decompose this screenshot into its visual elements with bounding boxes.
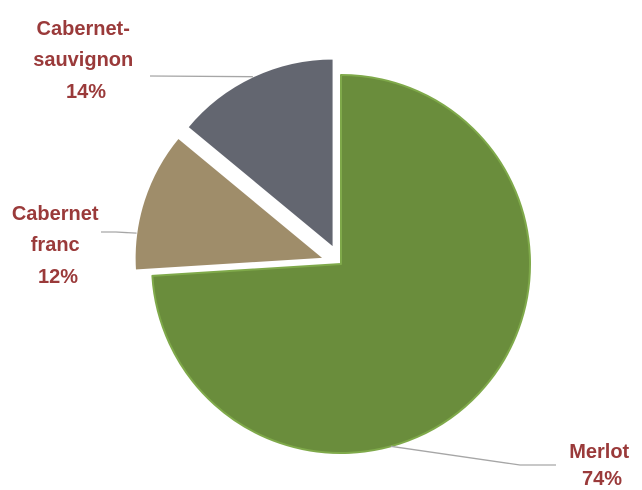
leader-line-cabernet-franc (101, 231, 137, 234)
pie-slice-merlot (151, 74, 531, 454)
data-label-merlot: Merlot 74% (569, 441, 635, 490)
leader-line-cabernet-sauvignon (149, 75, 253, 78)
data-label-cabernet-franc: Cabernet franc 12% (12, 203, 104, 288)
data-label-cabernet-sauvignon: Cabernet- sauvignon 14% (33, 18, 139, 103)
pie-slice-cabernet-sauvignon (186, 57, 335, 249)
pie-slices (134, 57, 531, 454)
leader-line-merlot (390, 445, 556, 466)
leader-lines (101, 75, 556, 466)
pie-slice-cabernet-franc (134, 137, 325, 272)
